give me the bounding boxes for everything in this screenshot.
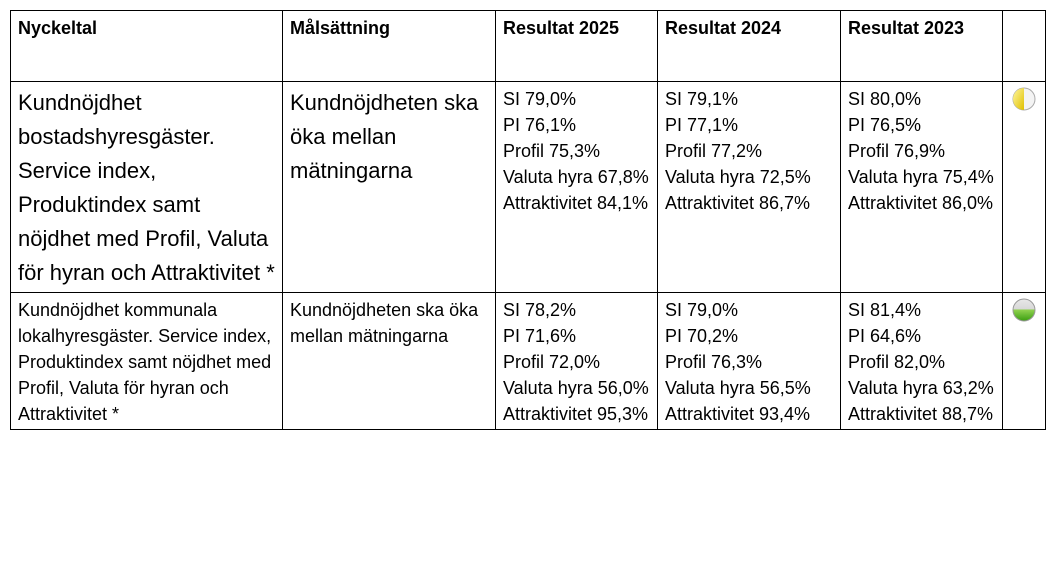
result-item: SI 80,0% (848, 89, 922, 109)
header-cell (1002, 10, 1046, 82)
result-item: PI 76,1% (503, 115, 577, 135)
result-cell: SI 78,2% PI 71,6% Profil 72,0% Valuta hyra … (495, 292, 658, 430)
result-item: PI 76,5% (848, 115, 922, 135)
kpi-table: Nyckeltal Målsättning Resultat 2025 Resulta… (10, 10, 1046, 430)
indicator-cell: Kundnöjdhet kommunala lokalhyresgäster. … (10, 292, 283, 430)
result-item: Attraktivitet 95,3% (503, 404, 649, 424)
result-cell: SI 79,0% PI 70,2% Profil 76,3% Valuta hyra … (657, 292, 841, 430)
result-item: Attraktivitet 84,1% (503, 193, 649, 213)
result-item: Valuta hyra 56,0% (503, 378, 649, 398)
table-row: Kundnöjdhet kommunala lokalhyresgäster. … (10, 292, 1046, 430)
result-item: Profil 77,2% (665, 141, 763, 161)
header-cell: Resultat 2025 (495, 10, 658, 82)
header-cell: Målsättning (282, 10, 496, 82)
result-item: SI 78,2% (503, 300, 577, 320)
result-item: Attraktivitet 93,4% (665, 404, 811, 424)
result-item: PI 70,2% (665, 326, 739, 346)
result-item: Profil 72,0% (503, 352, 601, 372)
status-green (1012, 298, 1036, 322)
result-cell: SI 81,4% PI 64,6% Profil 82,0% Valuta hyra … (840, 292, 1003, 430)
header-cell: Resultat 2023 (840, 10, 1003, 82)
result-cell: SI 80,0% PI 76,5% Profil 76,9% Valuta hyra … (840, 81, 1003, 293)
result-item: Valuta hyra 63,2% (848, 378, 994, 398)
result-item: Valuta hyra 75,4% (848, 167, 994, 187)
result-item: Valuta hyra 72,5% (665, 167, 811, 187)
result-cell: SI 79,0% PI 76,1% Profil 75,3% Valuta hyra … (495, 81, 658, 293)
result-item: PI 71,6% (503, 326, 577, 346)
header-cell: Resultat 2024 (657, 10, 841, 82)
result-item: Attraktivitet 86,7% (665, 193, 811, 213)
table-row: Kundnöjdhet bostadshyresgäster. Service … (10, 81, 1046, 293)
result-item: Profil 76,9% (848, 141, 946, 161)
status-cell (1002, 81, 1046, 293)
result-item: Valuta hyra 67,8% (503, 167, 649, 187)
header-row: Nyckeltal Målsättning Resultat 2025 Resulta… (10, 10, 1046, 82)
result-item: Valuta hyra 56,5% (665, 378, 811, 398)
status-half-yellow (1012, 87, 1036, 111)
goal-cell: Kundnöjdheten ska öka mellan mätningarna (282, 81, 496, 293)
result-item: Attraktivitet 86,0% (848, 193, 994, 213)
result-item: PI 64,6% (848, 326, 922, 346)
result-item: SI 81,4% (848, 300, 922, 320)
result-item: Profil 76,3% (665, 352, 763, 372)
result-item: Profil 75,3% (503, 141, 601, 161)
result-item: SI 79,1% (665, 89, 739, 109)
goal-cell: Kundnöjdheten ska öka mellan mätningarna (282, 292, 496, 430)
status-cell (1002, 292, 1046, 430)
result-item: Profil 82,0% (848, 352, 946, 372)
result-item: Attraktivitet 88,7% (848, 404, 994, 424)
indicator-cell: Kundnöjdhet bostadshyresgäster. Service … (10, 81, 283, 293)
header-cell: Nyckeltal (10, 10, 283, 82)
result-item: SI 79,0% (665, 300, 739, 320)
result-item: SI 79,0% (503, 89, 577, 109)
result-cell: SI 79,1% PI 77,1% Profil 77,2% Valuta hyra … (657, 81, 841, 293)
result-item: PI 77,1% (665, 115, 739, 135)
